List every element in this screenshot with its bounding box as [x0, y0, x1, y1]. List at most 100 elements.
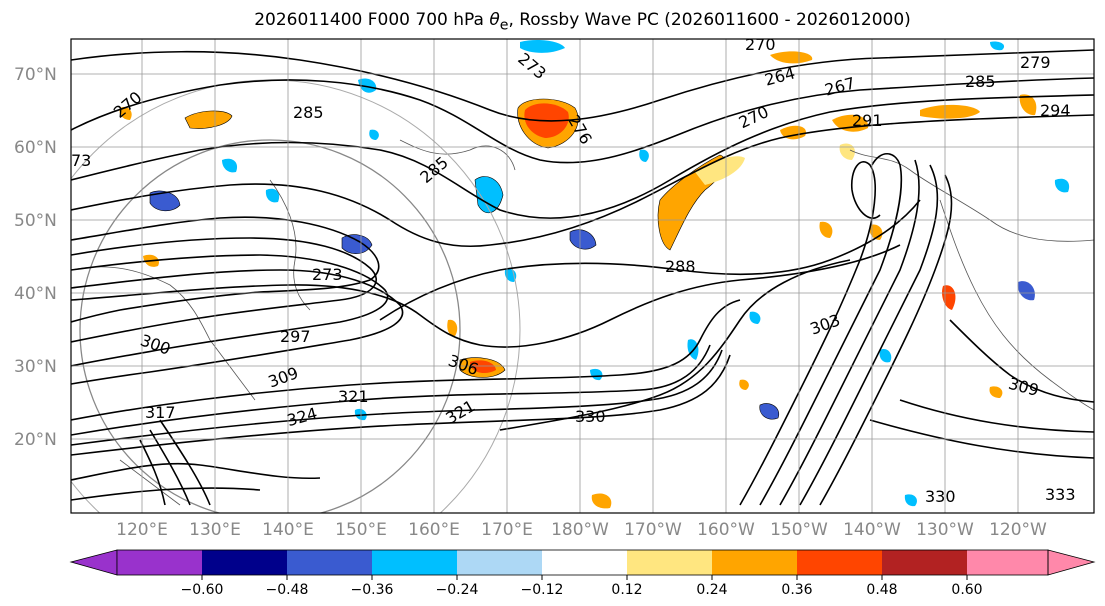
anomaly-shading	[119, 40, 1070, 509]
positive-anomaly-patch	[770, 51, 813, 64]
colorbar-swatch	[542, 550, 627, 575]
lat-label: 30°N	[14, 357, 57, 377]
contour-label: 317	[145, 403, 176, 422]
colorbar-swatch	[712, 550, 797, 575]
contour-label: 294	[1040, 101, 1071, 120]
negative-anomaly-patch	[474, 176, 504, 214]
lat-label: 60°N	[14, 138, 57, 158]
lon-label: 150°E	[335, 520, 387, 540]
contour-label: 270	[745, 35, 776, 54]
positive-anomaly-patch	[819, 221, 833, 238]
gridlines	[71, 39, 1094, 513]
latitude-labels: 70°N 60°N 50°N 40°N 30°N 20°N	[14, 65, 57, 450]
positive-anomaly-patch	[832, 114, 869, 132]
colorbar-swatch	[882, 550, 967, 575]
lon-label: 120°W	[989, 520, 1047, 540]
colorbar-extend-min	[69, 549, 118, 576]
contour-label: 285	[965, 72, 996, 91]
plot-title: 2026011400 F000 700 hPa θe, Rossby Wave …	[254, 10, 911, 34]
positive-anomaly-patch	[470, 360, 496, 374]
contour-label: 73	[71, 151, 91, 170]
lon-label: 180°W	[551, 520, 609, 540]
negative-anomaly-patch	[990, 41, 1005, 51]
colorbar-tick-label: 0.60	[951, 582, 982, 598]
negative-anomaly-patch	[879, 349, 892, 363]
contour-label: 288	[665, 257, 696, 276]
lat-label: 20°N	[14, 430, 57, 450]
negative-anomaly-patch	[749, 311, 761, 324]
positive-anomaly-patch	[920, 104, 980, 119]
theta-symbol: θ	[489, 10, 500, 30]
colorbar-tick-label: 0.24	[696, 582, 727, 598]
colorbar-extend-max	[1047, 549, 1096, 576]
lon-label: 170°E	[481, 520, 533, 540]
colorbar-swatch	[287, 550, 372, 575]
colorbar-swatch	[457, 550, 542, 575]
lat-label: 40°N	[14, 284, 57, 304]
lat-label: 50°N	[14, 211, 57, 231]
contour-label: 297	[280, 327, 311, 346]
colorbar-swatch	[117, 550, 202, 575]
negative-anomaly-patch	[759, 403, 780, 420]
negative-anomaly-patch	[358, 78, 377, 93]
lon-label: 130°W	[916, 520, 974, 540]
guide-circle	[79, 139, 461, 513]
coastlines	[71, 139, 1094, 506]
positive-anomaly-patch	[739, 379, 749, 390]
negative-anomaly-patch	[520, 40, 565, 53]
colorbar-tick-label: −0.36	[351, 582, 394, 598]
colorbar-swatch	[627, 550, 712, 575]
colorbar-tick-label: 0.36	[781, 582, 812, 598]
lon-label: 160°W	[697, 520, 755, 540]
theta-e-contours	[71, 49, 1094, 506]
lon-label: 130°E	[189, 520, 241, 540]
contour-label: 333	[1045, 485, 1076, 504]
contour-label: 330	[925, 487, 956, 506]
colorbar-swatch	[967, 550, 1048, 575]
colorbar-tick-label: −0.48	[266, 582, 309, 598]
negative-anomaly-patch	[265, 188, 280, 203]
contour-label: 285	[293, 103, 324, 122]
positive-anomaly-patch	[1019, 94, 1037, 116]
colorbar-tick-label: −0.24	[436, 582, 479, 598]
map-frame	[70, 38, 1095, 514]
colorbar-frame	[116, 549, 1049, 576]
positive-anomaly-patch	[591, 493, 612, 509]
positive-anomaly-patch	[447, 319, 458, 336]
colorbar-tick-label: −0.60	[181, 582, 224, 598]
lon-label: 140°W	[843, 520, 901, 540]
negative-anomaly-patch	[639, 149, 649, 162]
lat-label: 70°N	[14, 65, 57, 85]
negative-anomaly-patch	[904, 494, 917, 507]
theta-subscript: e	[499, 17, 509, 34]
contour-label: 273	[312, 265, 343, 284]
contour-label: 279	[1020, 53, 1051, 72]
negative-anomaly-patch	[369, 129, 379, 140]
lon-label: 120°E	[116, 520, 168, 540]
positive-anomaly-patch	[989, 386, 1003, 398]
colorbar-tick-label: 0.12	[611, 582, 642, 598]
positive-anomaly-patch	[184, 110, 233, 129]
negative-anomaly-patch	[149, 190, 181, 212]
contour-label: 321	[338, 387, 369, 406]
positive-anomaly-patch	[695, 156, 745, 185]
colorbar-tick-label: −0.12	[521, 582, 564, 598]
map-area: 270 273 264 267 285 279 294 270 291 285 …	[71, 35, 1094, 513]
negative-anomaly-patch	[1054, 178, 1070, 193]
lon-label: 170°W	[624, 520, 682, 540]
contour-label: 330	[575, 407, 606, 426]
colorbar-swatch	[202, 550, 287, 575]
negative-anomaly-patch	[590, 368, 603, 381]
colorbar: −0.60 −0.48 −0.36 −0.24 −0.12 0.12 0.24 …	[69, 549, 1096, 598]
positive-anomaly-patch	[839, 143, 855, 160]
longitude-labels: 120°E 130°E 140°E 150°E 160°E 170°E 180°…	[116, 520, 1047, 540]
negative-anomaly-patch	[222, 158, 238, 173]
negative-anomaly-patch	[341, 234, 373, 254]
lon-label: 140°E	[262, 520, 314, 540]
lon-label: 160°E	[408, 520, 460, 540]
negative-anomaly-patch	[1017, 281, 1035, 301]
colorbar-swatch	[797, 550, 882, 575]
lon-label: 150°W	[770, 520, 828, 540]
contour-label: 291	[852, 111, 883, 130]
